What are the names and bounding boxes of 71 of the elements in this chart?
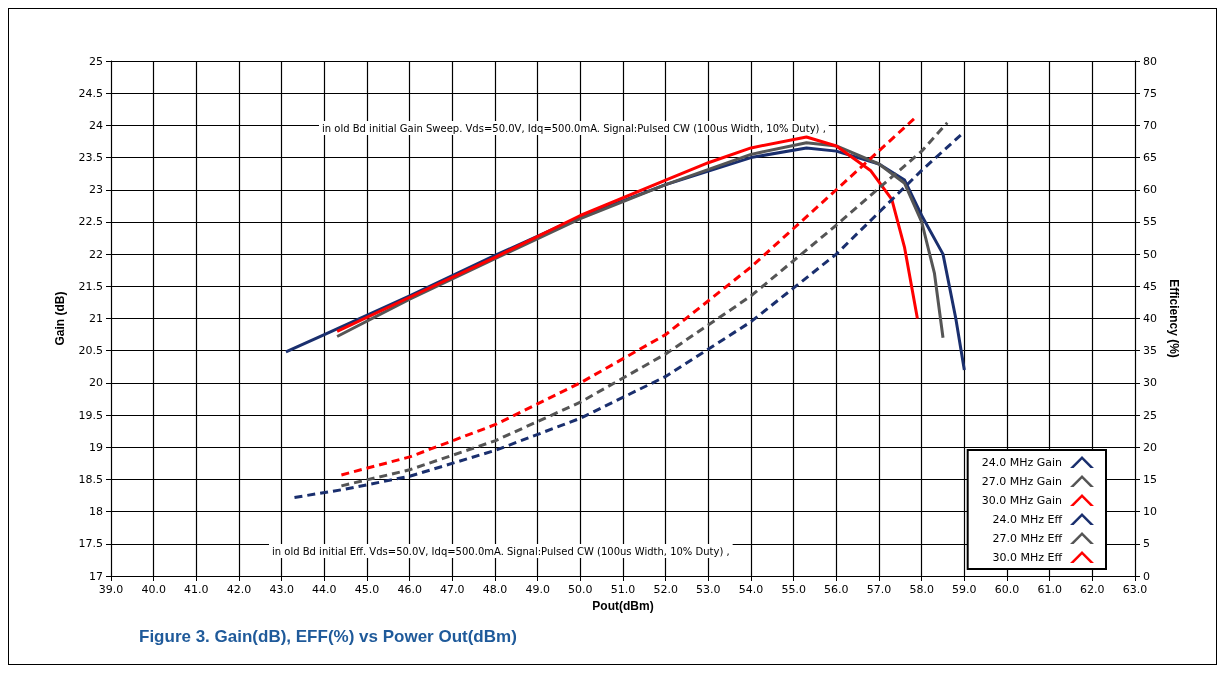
x-tick-label: 53.0	[696, 583, 721, 596]
x-tick-label: 42.0	[226, 583, 252, 596]
y2-tick-label: 20	[1143, 440, 1157, 454]
annotation: in old Bd initial Gain Sweep. Vds=50.0V, Idq=500.0mA. Signal:Pulsed CW (100us Width, 10% Duty) ,	[322, 122, 826, 134]
legend-label: 24.0 MHz Gain	[981, 455, 1063, 469]
x-tick-label: 57.0	[866, 583, 892, 596]
y2-tick-label: 40	[1143, 312, 1157, 325]
x-tick-label: 40.0	[141, 583, 166, 596]
x-tick-label: 60.0	[994, 583, 1020, 596]
x-tick-label: 63.0	[1122, 583, 1148, 596]
x-tick-label: 39.0	[98, 583, 124, 596]
x-tick-label: 47.0	[440, 583, 465, 596]
y2-tick-label: 80	[1143, 54, 1157, 68]
legend-label: 24.0 MHz Eff	[992, 512, 1063, 526]
y-tick-label: 17.5	[78, 537, 103, 551]
x-tick-label: 58.0	[909, 583, 934, 596]
y-tick-label: 17	[89, 569, 103, 583]
legend-label: 27.0 MHz Gain	[981, 474, 1063, 488]
x-tick-label: 55.0	[781, 583, 806, 596]
text: Figure 3. Gain(dB), EFF(%) vs Power Out(dBm)	[139, 627, 517, 646]
x-tick-label: 52.0	[653, 583, 678, 596]
y2-tick-label: 45	[1143, 279, 1157, 293]
y2-tick-label: 35	[1143, 344, 1157, 358]
x-tick-label: 41.0	[184, 583, 209, 596]
y2-tick-label: 70	[1143, 118, 1157, 132]
y-tick-label: 19.5	[78, 408, 103, 422]
x-tick-label: 43.0	[269, 583, 294, 596]
y-tick-label: 24.5	[78, 86, 103, 100]
y-tick-label: 24	[89, 118, 103, 132]
y2-tick-label: 50	[1143, 247, 1157, 261]
y2-tick-label: 60	[1143, 183, 1157, 197]
x-tick-label: 50.0	[568, 583, 593, 596]
y-tick-label: 19	[89, 440, 103, 454]
y-tick-label: 22.5	[78, 215, 103, 229]
y-tick-label: 20	[89, 376, 103, 390]
y2-tick-label: 65	[1143, 151, 1157, 165]
x-tick-label: 51.0	[610, 583, 636, 596]
x-tick-label: 48.0	[482, 583, 508, 596]
legend-label: 30.0 MHz Gain	[981, 493, 1063, 507]
y2-tick-label: 5	[1143, 537, 1150, 551]
y2-tick-label: 55	[1143, 215, 1157, 229]
y2-tick-label: 75	[1143, 86, 1157, 100]
y-tick-label: 23	[89, 183, 103, 197]
x-tick-label: 56.0	[824, 583, 849, 596]
y-tick-label: 18.5	[78, 472, 103, 486]
y-tick-label: 18	[89, 505, 103, 519]
legend-label: 30.0 MHz Eff	[992, 550, 1063, 564]
y2-axis-title: Efficiency (%)	[1166, 279, 1181, 358]
x-tick-label: 45.0	[354, 583, 380, 596]
y-tick-label: 20.5	[78, 344, 103, 358]
y-tick-label: 22	[89, 247, 103, 261]
x-tick-label: 44.0	[312, 583, 337, 596]
y-tick-label: 21.5	[78, 279, 103, 293]
x-tick-label: 61.0	[1037, 583, 1062, 596]
y2-tick-label: 30	[1143, 376, 1157, 390]
y2-tick-label: 15	[1143, 472, 1157, 486]
x-tick-label: 59.0	[952, 583, 977, 596]
x-tick-label: 46.0	[397, 583, 422, 596]
y-tick-label: 21	[89, 312, 103, 325]
y2-tick-label: 10	[1143, 505, 1157, 519]
y2-tick-label: 0	[1143, 569, 1150, 583]
y-axis-title: Gain (dB)	[53, 291, 67, 346]
x-axis-title: Pout(dBm)	[592, 598, 654, 613]
y-tick-label: 25	[89, 54, 103, 68]
x-tick-label: 54.0	[738, 583, 764, 596]
legend-label: 27.0 MHz Eff	[992, 531, 1063, 545]
x-tick-label: 49.0	[525, 583, 550, 596]
y2-tick-label: 25	[1143, 408, 1157, 422]
annotation: in old Bd initial Eff. Vds=50.0V, Idq=500.0mA. Signal:Pulsed CW (100us Width, 10% Duty) ,	[272, 545, 730, 557]
x-tick-label: 62.0	[1080, 583, 1105, 596]
y-tick-label: 23.5	[78, 151, 103, 165]
